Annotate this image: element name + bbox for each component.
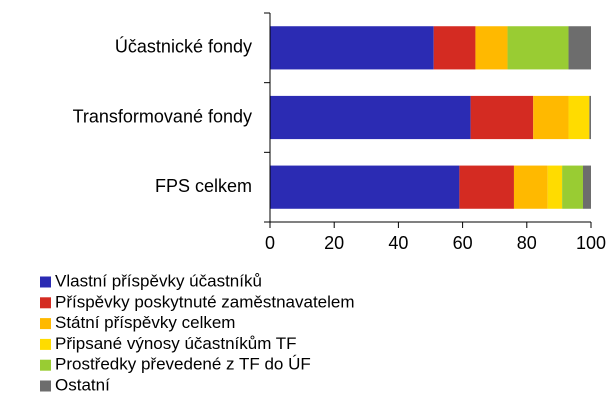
legend-swatch [40, 297, 51, 309]
x-tick-label: 100 [576, 233, 606, 253]
bar-segment [582, 165, 591, 209]
bar-segment [270, 95, 471, 140]
y-tick-label: FPS celkem [155, 176, 252, 196]
y-tick-label: Účastnické fondy [115, 36, 252, 57]
legend-swatch [40, 359, 51, 371]
bar-segment [270, 165, 460, 209]
legend-label: Připsané výnosy účastníkům TF [55, 334, 297, 353]
bar-segment [533, 95, 569, 140]
bar-segment [270, 26, 434, 70]
x-tick-label: 20 [324, 233, 344, 253]
x-tick-label: 80 [517, 233, 537, 253]
x-tick-label: 60 [453, 233, 473, 253]
bar-segment [547, 165, 563, 209]
legend-swatch [40, 338, 51, 350]
bar-segment [470, 95, 534, 140]
legend-label: Prostředky převedené z TF do ÚF [55, 355, 311, 374]
bar-segment [459, 165, 514, 209]
legend-label: Ostatní [55, 375, 110, 394]
bar-segment [568, 95, 590, 140]
x-tick-label: 0 [265, 233, 275, 253]
bar-segment [433, 26, 476, 70]
legend-label: Státní příspěvky celkem [55, 313, 235, 332]
legend-label: Vlastní příspěvky účastníků [55, 271, 262, 290]
x-tick-label: 40 [388, 233, 408, 253]
bar-segment [475, 26, 508, 70]
legend-swatch [40, 276, 51, 288]
bar-segment [513, 165, 548, 209]
legend-swatch [40, 380, 51, 392]
y-tick-label: Transformované fondy [73, 106, 252, 126]
bar-segment [562, 165, 583, 209]
bar-segment [507, 26, 569, 70]
legend-swatch [40, 318, 51, 330]
bar-segment [589, 95, 591, 140]
legend-label: Příspěvky poskytnuté zaměstnavatelem [55, 292, 355, 311]
bar-segment [568, 26, 591, 70]
